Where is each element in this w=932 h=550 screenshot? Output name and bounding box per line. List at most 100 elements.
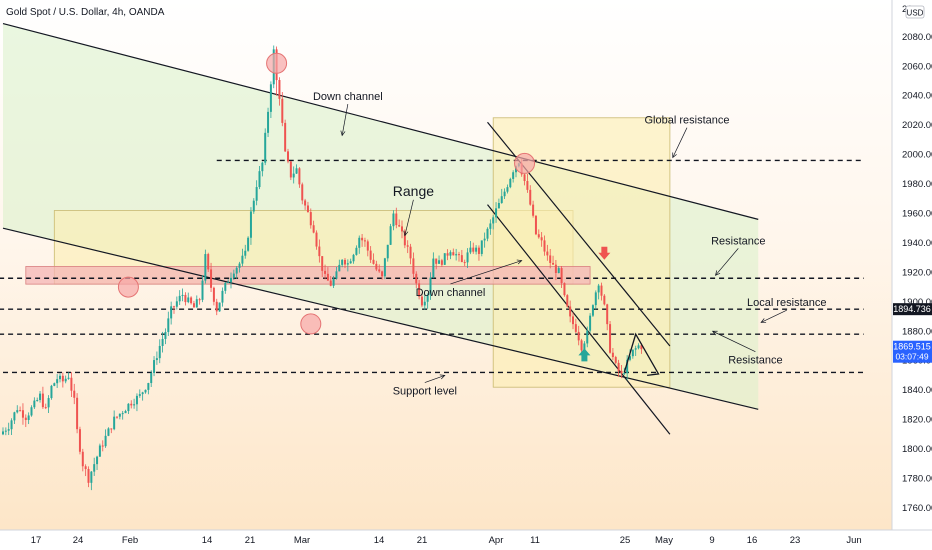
candle-up [235, 267, 238, 274]
candle-up [56, 379, 59, 384]
candle-up [161, 338, 164, 346]
candle-up [634, 348, 637, 350]
candle-up [33, 400, 36, 408]
candle-up [53, 383, 56, 386]
candle-up [30, 407, 33, 416]
candle-up [135, 395, 138, 405]
candle-up [96, 456, 99, 465]
title-bg [0, 4, 168, 18]
candle-down [395, 213, 398, 226]
candle-up [637, 345, 640, 349]
candle-up [509, 178, 512, 188]
candle-up [338, 264, 341, 272]
candle-down [366, 241, 369, 251]
candle-up [335, 271, 338, 279]
price-tick-label: 2040.00 [902, 91, 932, 102]
sell-arrow-icon [598, 246, 611, 260]
candle-down [611, 352, 614, 358]
candle-down [190, 297, 193, 304]
candle-down [603, 295, 606, 305]
range-label-arrowhead [403, 230, 409, 237]
time-tick-label: 16 [747, 535, 758, 546]
candle-up [466, 252, 469, 263]
candle-up [138, 394, 141, 396]
local-resistance-label: Local resistance [747, 297, 827, 309]
range-label: Range [393, 183, 434, 199]
down-channel-label-arrow [341, 104, 349, 136]
local-resistance-price-tag[interactable] [893, 303, 932, 316]
price-tick-label: 2060.00 [902, 61, 932, 72]
candle-up [497, 202, 500, 209]
candle-up [492, 217, 495, 224]
time-tick-label: 24 [73, 535, 84, 546]
candle-up [241, 255, 244, 264]
candle-up [295, 168, 298, 174]
candle-up [483, 238, 486, 241]
candle-up [98, 445, 101, 457]
steep-channel-lower [487, 204, 671, 435]
price-tick-label: 2000.00 [902, 150, 932, 161]
candle-down [116, 416, 118, 418]
candle-down [403, 231, 406, 246]
candle-down [452, 252, 455, 256]
candle-down [458, 254, 460, 256]
candle-up [13, 412, 16, 421]
candle-up [358, 237, 361, 248]
currency-badge[interactable] [905, 5, 925, 19]
candle-down [566, 295, 569, 307]
resistance-label-arrowhead [714, 270, 721, 276]
candle-up [438, 260, 441, 264]
chart-title: Gold Spot / U.S. Dollar, 4h, OANDA [6, 7, 165, 18]
range-label-arrow [404, 199, 414, 236]
candle-down [110, 428, 113, 430]
candle-down [101, 445, 104, 447]
candle-up [255, 187, 258, 201]
candle-down [418, 283, 421, 297]
candle-up [292, 173, 295, 178]
candle-down [378, 269, 381, 272]
price-tick-label: 1780.00 [902, 473, 932, 484]
price-tick-label: 1880.00 [902, 326, 932, 337]
candle-up [429, 277, 432, 296]
candle-up [124, 411, 127, 414]
time-tick-label: 9 [709, 535, 714, 546]
candle-up [36, 400, 39, 402]
resistance-zone [25, 266, 591, 285]
candle-up [500, 196, 503, 203]
lower-channel-line [2, 227, 759, 410]
candle-down [289, 161, 292, 178]
candle-down [70, 377, 73, 391]
price-tick-label: 1960.00 [902, 208, 932, 219]
candle-up [230, 277, 232, 283]
candle-up [153, 360, 156, 374]
price-tick-label: 1820.00 [902, 415, 932, 426]
candle-down [312, 225, 315, 233]
global-resistance-label: Global resistance [645, 115, 730, 127]
candle-down [44, 407, 47, 409]
candle-up [252, 200, 255, 212]
current-price-tag[interactable] [893, 340, 932, 363]
candle-down [549, 255, 552, 263]
candle-down [617, 362, 620, 371]
candle-up [247, 237, 250, 251]
candle-down [301, 184, 304, 201]
candle-up [269, 84, 272, 112]
time-tick-label: 21 [245, 535, 256, 546]
candle-up [264, 132, 267, 163]
candle-up [506, 187, 509, 192]
candle-down [130, 403, 133, 406]
candle-up [383, 258, 386, 277]
candle-up [64, 378, 67, 382]
current-price-tag-countdown: 03:07:49 [895, 352, 928, 362]
candle-up [349, 261, 352, 264]
resistance-2-label-arrowhead [711, 330, 718, 336]
price-tick-label: 1760.00 [902, 503, 932, 514]
candle-down [184, 294, 187, 303]
support-level-label: Support level [393, 386, 457, 398]
price-tick-label: 1940.00 [902, 238, 932, 249]
candle-up [121, 413, 124, 415]
candle-down [415, 273, 418, 284]
candle-down [529, 189, 532, 205]
